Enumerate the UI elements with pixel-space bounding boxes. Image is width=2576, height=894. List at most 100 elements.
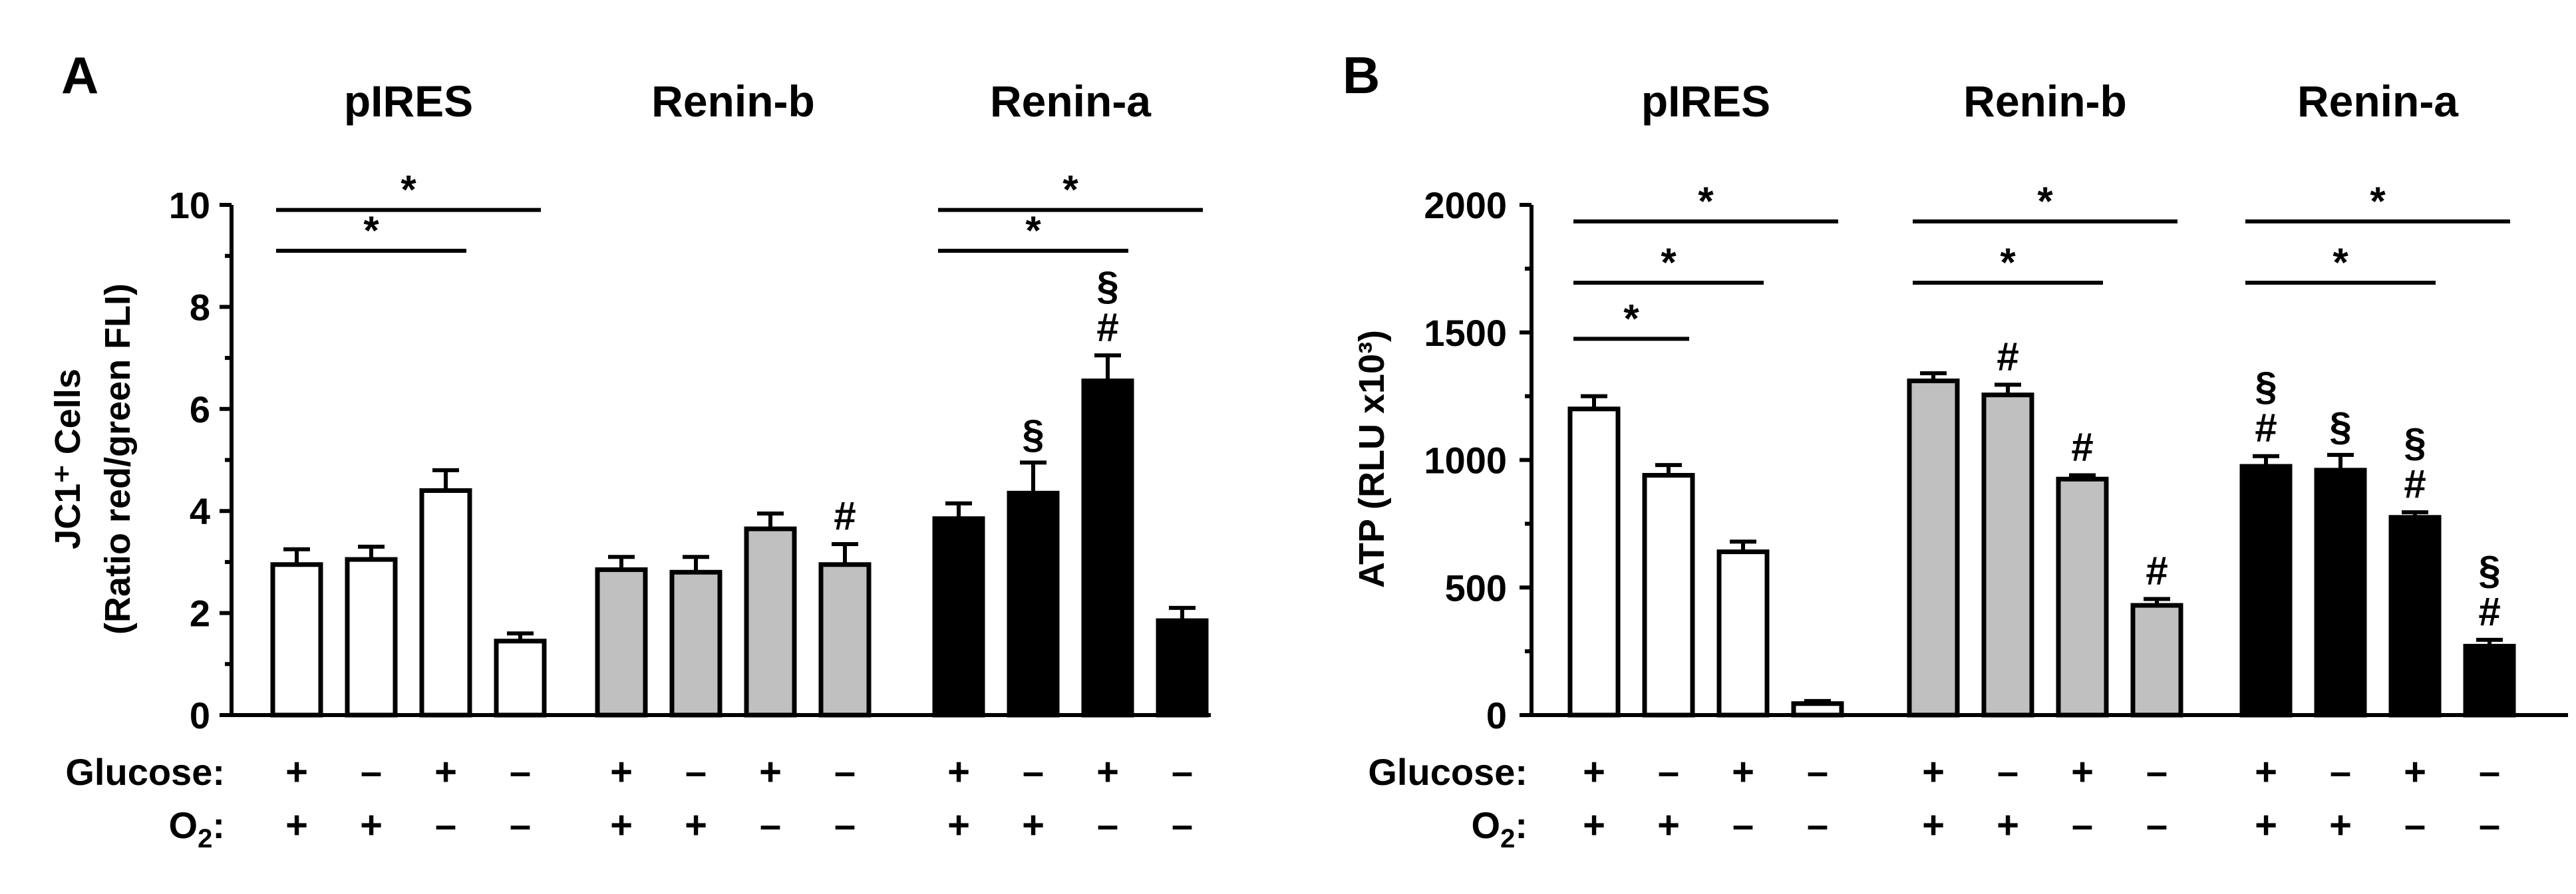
o2-condition: –	[834, 804, 856, 847]
bar	[932, 516, 985, 718]
panel-a: A 0 2 4 6 8 10 JC1⁺ Cells (Ratio red/green FLI) p…	[48, 46, 1211, 853]
o2-condition: –	[760, 804, 781, 847]
o2-label-main: O	[169, 804, 198, 846]
glucose-condition: –	[2330, 750, 2351, 794]
o2-row-label: O2:	[1472, 804, 1528, 853]
bar	[1642, 473, 1695, 718]
group-title: Renin-a	[2297, 76, 2459, 126]
o2-condition: +	[285, 804, 308, 847]
significance-star: *	[1025, 208, 1041, 253]
glucose-condition: +	[1583, 750, 1605, 794]
bar	[1567, 406, 1621, 718]
bar	[1156, 618, 1209, 718]
hash-mark: #	[2146, 549, 2168, 593]
glucose-condition: +	[1732, 750, 1754, 794]
bar	[1081, 378, 1134, 718]
glucose-condition: +	[2255, 750, 2277, 794]
o2-label-colon: :	[212, 804, 225, 846]
o2-condition: –	[2404, 804, 2426, 847]
glucose-condition: +	[2071, 750, 2094, 794]
y-tick-label: 2000	[1424, 184, 1507, 226]
o2-condition: –	[2072, 804, 2093, 847]
section-mark: §	[2478, 548, 2500, 593]
section-mark: §	[1022, 412, 1044, 456]
glucose-condition: –	[361, 750, 382, 794]
glucose-row-label: Glucose:	[65, 751, 225, 793]
hash-mark: #	[1096, 305, 1118, 349]
significance-star: *	[1698, 179, 1714, 224]
o2-condition: +	[2329, 804, 2352, 847]
o2-condition: +	[360, 804, 383, 847]
bar	[494, 639, 547, 718]
bar	[270, 562, 323, 718]
o2-condition: –	[1097, 804, 1118, 847]
y-tick-label: 10	[169, 184, 210, 226]
y-axis-label-line1: JC1⁺ Cells	[48, 369, 88, 549]
bar	[1907, 378, 1960, 718]
glucose-row-label: Glucose:	[1368, 751, 1528, 793]
group-title: Renin-b	[1963, 76, 2127, 126]
y-tick-label: 1000	[1424, 440, 1507, 482]
o2-condition: +	[1583, 804, 1605, 847]
glucose-condition: +	[285, 750, 308, 794]
panel-letter: B	[1343, 46, 1380, 104]
glucose-condition: +	[947, 750, 970, 794]
section-mark: §	[2404, 420, 2426, 465]
y-tick-label: 4	[190, 490, 210, 532]
bar	[1791, 701, 1844, 718]
o2-row-label: O2:	[169, 804, 225, 853]
significance-star: *	[2370, 179, 2386, 224]
group-title: pIRES	[344, 76, 473, 126]
bar	[818, 562, 872, 718]
glucose-condition: +	[1096, 750, 1119, 794]
bar	[2388, 515, 2442, 718]
bar	[419, 488, 472, 718]
significance-star: *	[2000, 240, 2016, 285]
bar	[1981, 392, 2034, 718]
bar	[1716, 549, 1770, 718]
o2-condition: –	[1732, 804, 1754, 847]
glucose-condition: –	[2146, 750, 2168, 794]
glucose-condition: +	[759, 750, 782, 794]
o2-condition: +	[610, 804, 633, 847]
section-mark: §	[2329, 404, 2351, 449]
hash-mark: #	[2255, 406, 2277, 450]
glucose-condition: +	[434, 750, 457, 794]
group-title: pIRES	[1641, 76, 1770, 126]
panel-b: B 0 500 1000 1500 2000 ATP (RLU x10³) pIRES + + – +…	[1343, 46, 2568, 853]
o2-condition: –	[2479, 804, 2500, 847]
o2-condition: +	[1022, 804, 1045, 847]
glucose-condition: –	[1172, 750, 1193, 794]
y-tick-label: 6	[190, 388, 210, 430]
hash-mark: #	[2478, 589, 2500, 634]
section-mark: §	[1096, 263, 1118, 308]
hash-mark: #	[2071, 425, 2093, 470]
o2-label-colon: :	[1515, 804, 1528, 846]
o2-condition: +	[947, 804, 970, 847]
bar	[2239, 464, 2293, 718]
panel-letter: A	[61, 46, 98, 104]
o2-label-subscript: 2	[198, 824, 212, 853]
significance-star: *	[1623, 296, 1639, 341]
glucose-condition: –	[2479, 750, 2500, 794]
o2-condition: –	[435, 804, 456, 847]
significance-star: *	[2333, 240, 2348, 285]
glucose-condition: –	[685, 750, 707, 794]
o2-condition: –	[2146, 804, 2168, 847]
y-axis-label-line2: (Ratio red/green FLI)	[98, 283, 138, 635]
o2-label-subscript: 2	[1500, 824, 1515, 853]
bar	[744, 526, 797, 718]
y-tick-label: 1500	[1424, 312, 1507, 354]
significance-star: *	[1661, 240, 1677, 285]
o2-condition: –	[1807, 804, 1828, 847]
bar	[669, 569, 723, 718]
o2-condition: –	[510, 804, 531, 847]
bar	[595, 567, 648, 718]
significance-star: *	[363, 208, 379, 253]
o2-condition: +	[685, 804, 707, 847]
o2-label-main: O	[1472, 804, 1501, 846]
o2-condition: +	[1657, 804, 1680, 847]
hash-mark: #	[1997, 334, 2018, 378]
glucose-condition: –	[1997, 750, 2018, 794]
hash-mark: #	[2404, 462, 2426, 506]
